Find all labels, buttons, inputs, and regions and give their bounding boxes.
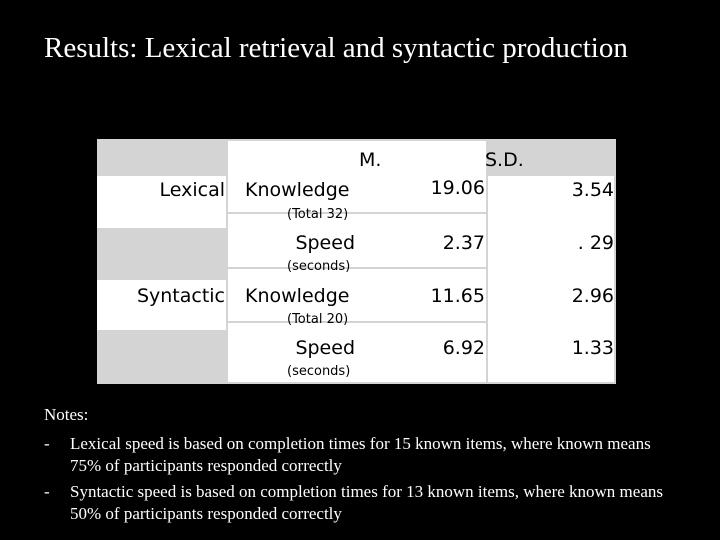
row-mean-value: 2.37 [442, 232, 485, 254]
note-text: Syntactic speed is based on completion t… [70, 482, 663, 523]
row-unit-total: (Total 32) [287, 207, 349, 222]
slide-title: Results: Lexical retrieval and syntactic… [44, 32, 628, 64]
row-sd-value: 2.96 [571, 285, 614, 307]
row-group-lexical: Lexical [159, 179, 226, 201]
row-mean-value: 19.06 [430, 177, 485, 199]
row-measure-speed: Speed [295, 232, 355, 254]
row-group-syntactic: Syntactic [136, 285, 225, 307]
bullet-dash: - [44, 482, 50, 501]
row-mean-value: 11.65 [430, 285, 485, 307]
row-mean-value: 6.92 [442, 337, 485, 359]
row-measure-knowledge: Knowledge [245, 179, 350, 201]
row-sd-value: 3.54 [571, 179, 614, 201]
row-sd-value: . 29 [577, 232, 614, 254]
results-table: M. S.D. Lexical Knowledge (Total 32) 19.… [97, 139, 616, 384]
row-measure-speed: Speed [295, 337, 355, 359]
row-measure-knowledge: Knowledge [245, 285, 350, 307]
bullet-dash: - [44, 434, 50, 453]
notes-heading: Notes: [44, 405, 89, 424]
header-sd: S.D. [485, 149, 524, 171]
row-sd-value: 1.33 [571, 337, 614, 359]
row-unit-seconds: (seconds) [287, 259, 351, 274]
note-text: Lexical speed is based on completion tim… [70, 434, 651, 475]
header-mean: M. [359, 149, 382, 171]
row-unit-seconds: (seconds) [287, 364, 351, 379]
row-unit-total: (Total 20) [287, 312, 349, 327]
